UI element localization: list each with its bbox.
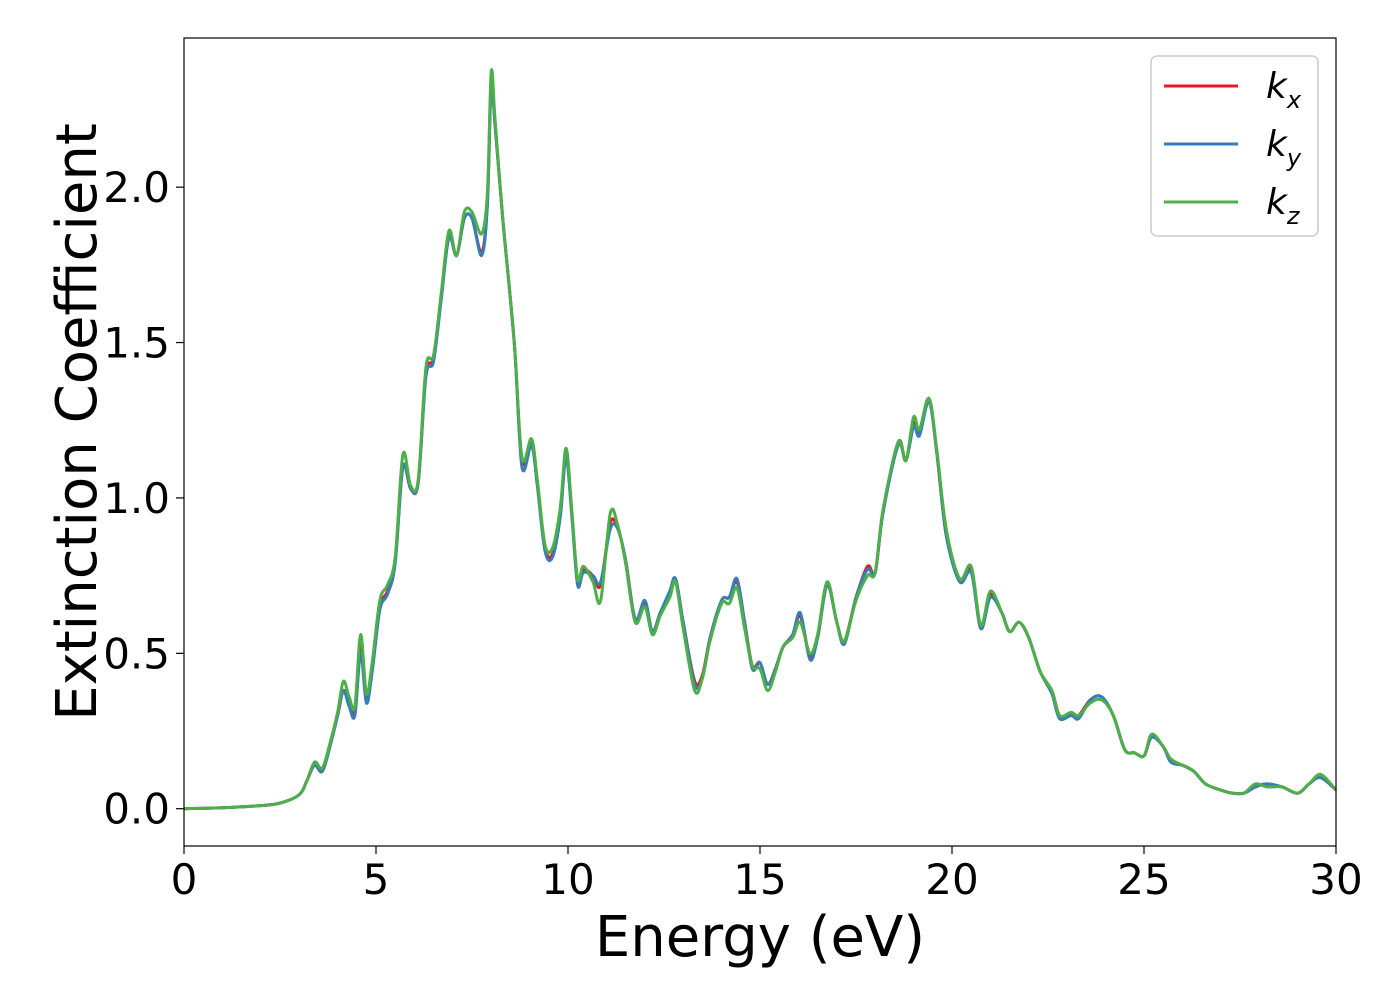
x-tick-label: 20 — [925, 855, 978, 904]
axis-ticks: 0 5 10 15 20 25 30 0.0 0.5 1.0 1.5 2.0 — [103, 163, 1363, 904]
x-tick-label: 5 — [363, 855, 390, 904]
y-tick-label: 1.0 — [103, 474, 170, 523]
x-tick-label: 15 — [733, 855, 786, 904]
legend: kx ky kz — [1150, 55, 1319, 237]
y-axis-title: Extinction Coefficient — [45, 123, 110, 721]
y-tick-label: 0.5 — [103, 629, 170, 678]
y-tick-label: 1.5 — [103, 319, 170, 368]
legend-label-k_z: kz — [1266, 182, 1301, 230]
series-line-k_z — [183, 68, 1338, 811]
legend-label-k_x: kx — [1266, 66, 1302, 114]
x-tick-label: 25 — [1117, 855, 1170, 904]
legend-label-k_y: ky — [1266, 124, 1302, 172]
y-tick-label: 2.0 — [103, 163, 170, 212]
x-axis-title: Energy (eV) — [595, 905, 925, 970]
plot-frame — [183, 37, 1337, 847]
data-series — [183, 68, 1338, 811]
x-tick-label: 0 — [171, 855, 198, 904]
legend-box — [1150, 55, 1319, 237]
y-tick-label: 0.0 — [103, 785, 170, 834]
x-tick-label: 30 — [1309, 855, 1362, 904]
x-tick-label: 10 — [541, 855, 594, 904]
